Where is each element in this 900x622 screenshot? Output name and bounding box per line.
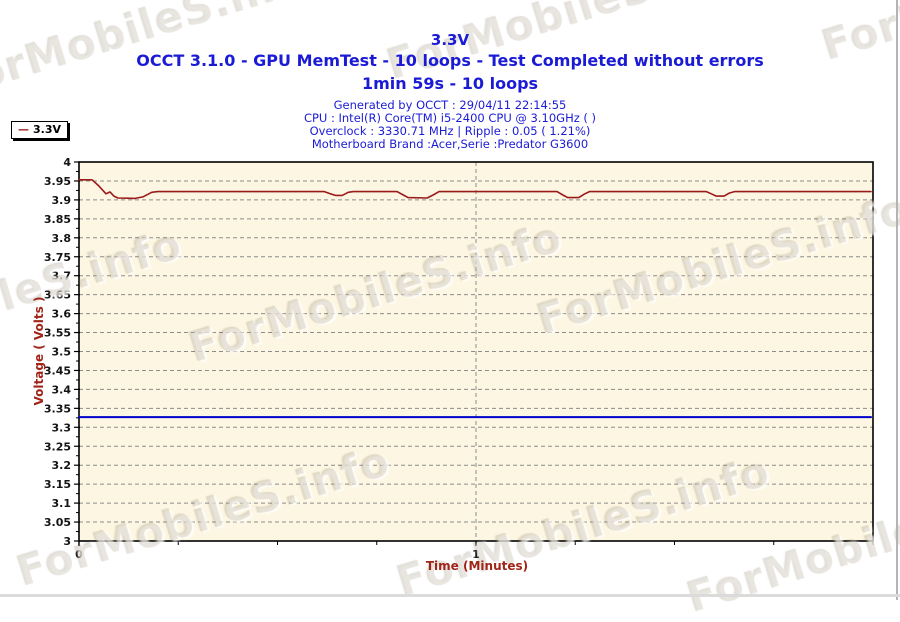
y-tick-label: 3	[63, 535, 71, 548]
y-tick-label: 3.85	[44, 213, 71, 226]
x-tick-label: 0	[75, 548, 83, 561]
y-tick-label: 3.65	[44, 289, 71, 302]
y-tick-label: 3.75	[44, 251, 71, 264]
plot-frame	[78, 161, 874, 542]
y-tick-label: 3.05	[44, 516, 71, 529]
y-tick-label: 3.6	[52, 308, 72, 321]
system-info-block: Generated by OCCT : 29/04/11 22:14:55 CP…	[0, 99, 900, 151]
y-tick-label: 3.35	[44, 402, 71, 415]
y-tick-label: 3.7	[52, 270, 72, 283]
info-line-generated: Generated by OCCT : 29/04/11 22:14:55	[333, 98, 567, 112]
page-title: 3.3V	[430, 31, 470, 49]
info-line-motherboard: Motherboard Brand :Acer,Serie :Predator …	[311, 137, 589, 151]
y-tick-label: 3.5	[52, 346, 72, 359]
window-edge-right	[896, 0, 898, 600]
series-line-3.3V	[78, 179, 872, 200]
legend-box[interactable]: — 3.3V	[11, 121, 68, 139]
legend-series-swatch: —	[18, 123, 29, 136]
y-tick-label: 3.15	[44, 478, 71, 491]
y-tick-label: 3.9	[52, 194, 72, 207]
y-tick-label: 3.8	[52, 232, 72, 245]
chart-subtitle: OCCT 3.1.0 - GPU MemTest - 10 loops - Te…	[136, 51, 764, 70]
y-tick-label: 3.3	[52, 421, 72, 434]
voltage-chart: 3 3.05 3.1 3.15 3.2 3.25 3.3 3.35 3.4 3.45 3.5 3.55…	[44, 156, 874, 561]
window-edge-bottom	[0, 594, 900, 597]
y-tick-label: 3.55	[44, 327, 71, 340]
y-tick-label: 3.4	[52, 383, 72, 396]
y-axis-label: Voltage ( Volts )	[32, 296, 46, 406]
y-tick-label: 3.45	[44, 364, 71, 377]
info-line-cpu: CPU : Intel(R) Core(TM) i5-2400 CPU @ 3.…	[303, 111, 597, 125]
y-tick-label: 3.1	[52, 497, 72, 510]
y-tick-label: 3.25	[44, 440, 71, 453]
x-axis-label: Time (Minutes)	[425, 559, 529, 573]
x-tick-label: 1	[472, 548, 480, 561]
duration-label: 1min 59s - 10 loops	[361, 74, 539, 93]
legend-series-label: 3.3V	[33, 123, 61, 136]
info-line-overclock: Overclock : 3330.71 MHz | Ripple : 0.05 …	[309, 124, 591, 138]
y-tick-label: 3.95	[44, 175, 71, 188]
y-tick-label: 4	[63, 156, 71, 169]
y-tick-label: 3.2	[52, 459, 72, 472]
